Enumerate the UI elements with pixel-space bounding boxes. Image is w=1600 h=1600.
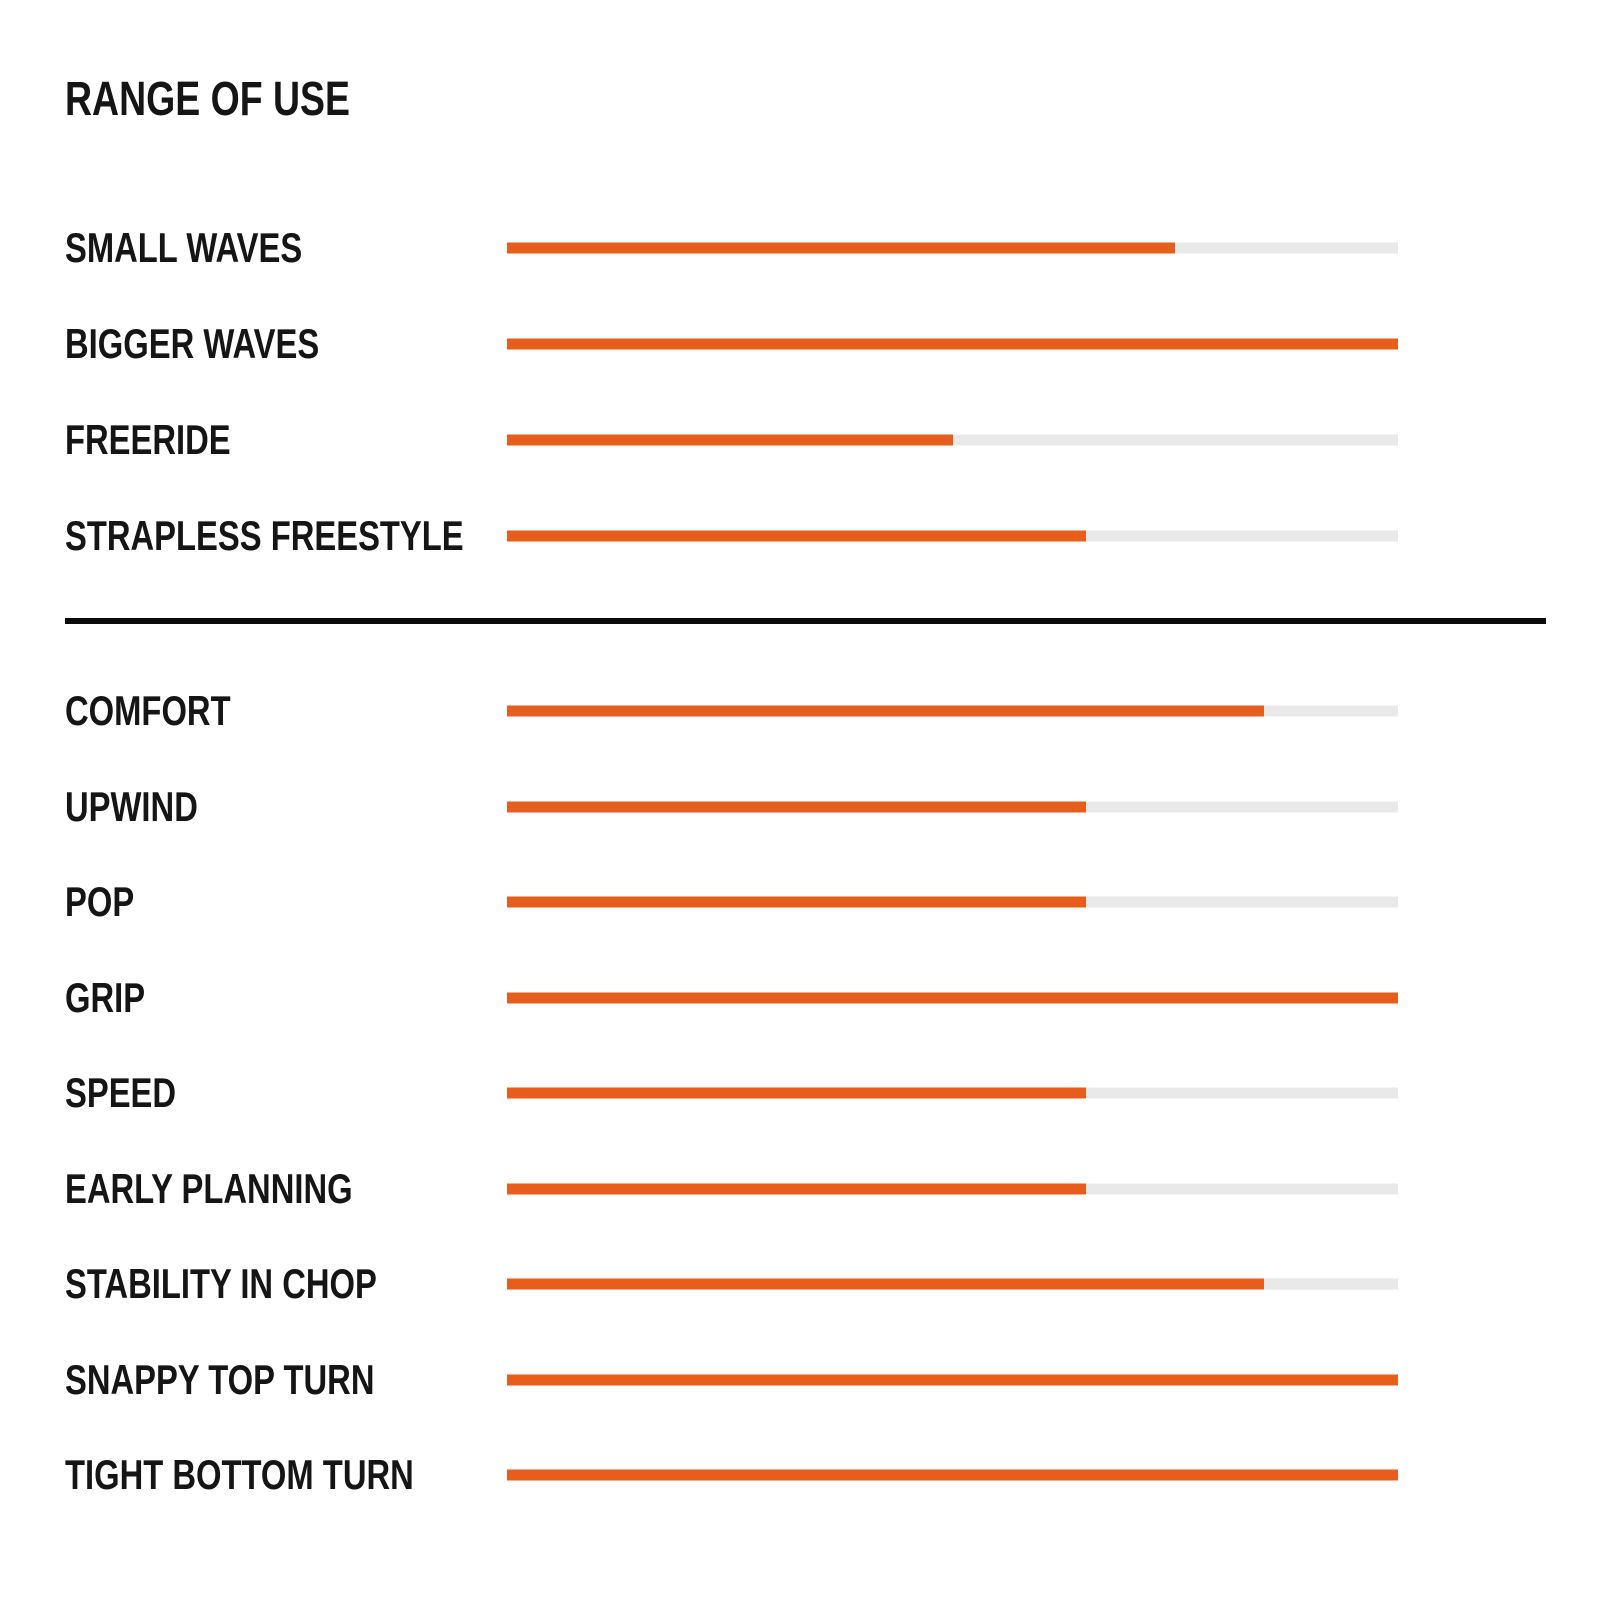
chart-row: STABILITY IN CHOP [65, 1254, 1546, 1314]
row-label: GRIP [65, 973, 146, 1021]
chart-row: UPWIND [65, 777, 1546, 837]
bar-track [507, 1469, 1398, 1481]
row-label: SPEED [65, 1069, 177, 1116]
bar-fill [507, 801, 1087, 812]
bar-track [507, 801, 1398, 812]
chart-row: STRAPLESS FREESTYLE [65, 506, 1546, 566]
chart-title: RANGE OF USE [65, 73, 350, 126]
bar-fill [507, 1278, 1265, 1290]
chart-row: FREERIDE [65, 410, 1546, 470]
chart-row: SNAPPY TOP TURN [65, 1350, 1546, 1410]
bar-track [507, 434, 1398, 446]
bar-fill [507, 705, 1265, 717]
bar-track [507, 705, 1398, 717]
row-label: UPWIND [65, 782, 198, 830]
row-label: SNAPPY TOP TURN [65, 1355, 375, 1403]
row-label: STABILITY IN CHOP [65, 1260, 377, 1307]
chart-row: BIGGER WAVES [65, 314, 1546, 374]
row-label: FREERIDE [65, 416, 231, 463]
row-label: SMALL WAVES [65, 224, 303, 271]
bar-track [507, 338, 1398, 350]
bar-fill [507, 338, 1398, 350]
chart-row: SMALL WAVES [65, 218, 1546, 278]
bar-track [507, 1278, 1398, 1290]
bar-fill [507, 896, 1087, 908]
bar-track [507, 992, 1398, 1003]
bar-fill [507, 1469, 1398, 1481]
chart-row: SPEED [65, 1063, 1546, 1123]
section-divider [65, 618, 1546, 624]
row-label: COMFORT [65, 687, 231, 734]
bar-fill [507, 242, 1176, 254]
chart-row: POP [65, 872, 1546, 932]
bar-fill [507, 992, 1398, 1003]
bar-fill [507, 434, 953, 446]
row-label: TIGHT BOTTOM TURN [65, 1451, 414, 1498]
bar-track [507, 242, 1398, 254]
chart-row: EARLY PLANNING [65, 1159, 1546, 1219]
bar-track [507, 1374, 1398, 1385]
bar-fill [507, 1087, 1087, 1099]
bar-track [507, 1087, 1398, 1099]
bar-fill [507, 530, 1087, 542]
bar-track [507, 1183, 1398, 1194]
bar-track [507, 896, 1398, 908]
bar-fill [507, 1374, 1398, 1385]
chart-row: GRIP [65, 968, 1546, 1028]
row-label: STRAPLESS FREESTYLE [65, 512, 464, 559]
row-label: BIGGER WAVES [65, 320, 320, 367]
chart-row: COMFORT [65, 681, 1546, 741]
bar-track [507, 530, 1398, 542]
chart-row: TIGHT BOTTOM TURN [65, 1445, 1546, 1505]
row-label: EARLY PLANNING [65, 1164, 353, 1212]
bar-fill [507, 1183, 1087, 1194]
row-label: POP [65, 878, 135, 925]
